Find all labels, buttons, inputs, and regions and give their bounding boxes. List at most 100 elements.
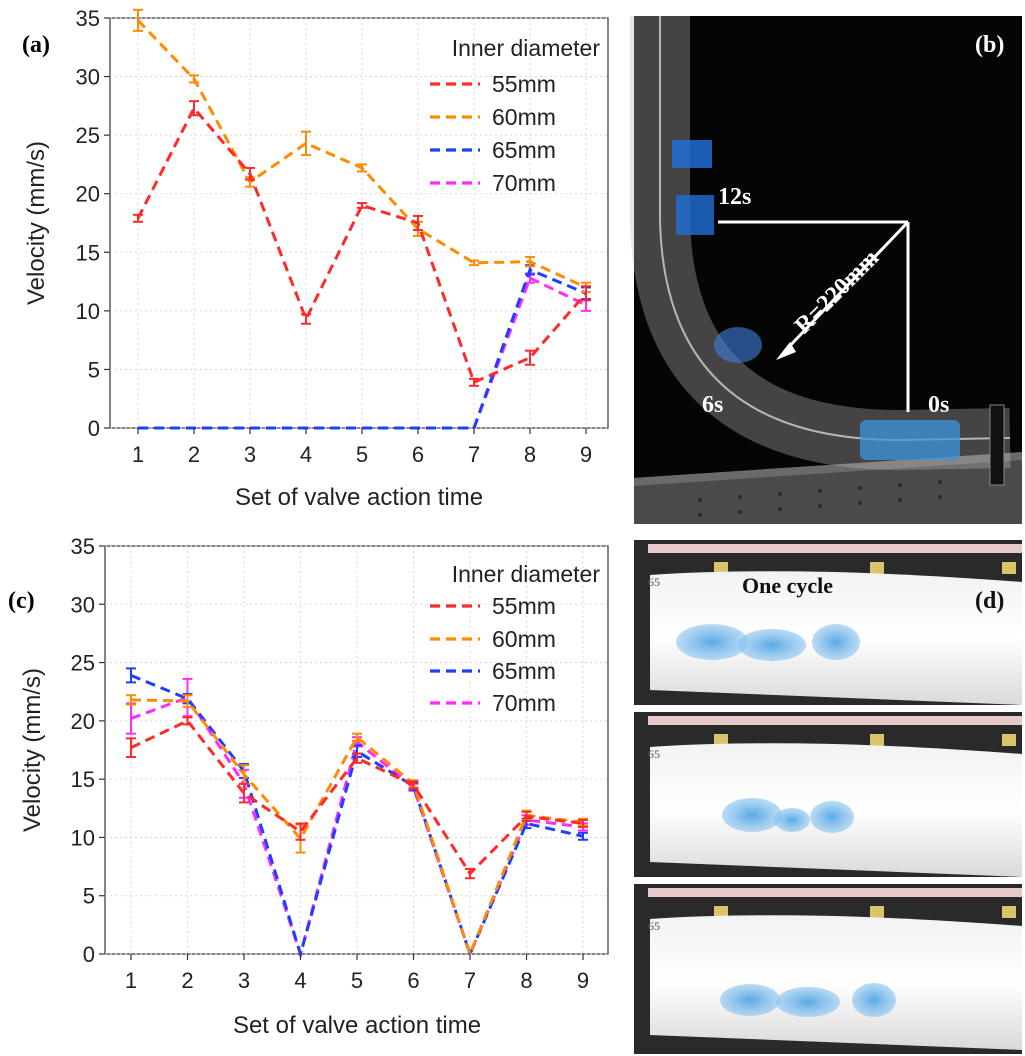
radius-arrowhead	[776, 342, 796, 360]
error-bar-55mm	[189, 100, 199, 117]
x-tick-label: 4	[300, 442, 312, 467]
error-bar-55mm	[469, 377, 479, 387]
x-tick-label: 3	[244, 442, 256, 467]
y-tick-label: 20	[71, 709, 95, 734]
legend-entry-60mm-a: 60mm	[492, 104, 556, 130]
strip-mark: 65	[648, 919, 660, 933]
error-bar-65mm	[578, 831, 588, 841]
photo-b-tube: R=220mm 12s 6s 0s (b)	[630, 16, 1022, 524]
panel-label-a: (a)	[22, 32, 50, 58]
panel-label-b: (b)	[975, 32, 1004, 58]
error-bar-55mm	[408, 780, 419, 790]
x-axis-label-c: Set of valve action time	[233, 1012, 481, 1039]
y-axis-label-a: Velocity (mm/s)	[23, 141, 50, 305]
error-bar-65mm	[126, 667, 136, 684]
x-tick-label: 7	[468, 442, 480, 467]
robot-blob	[812, 624, 860, 660]
robot-blob	[720, 984, 780, 1016]
error-bar-55mm	[465, 867, 475, 880]
robot-blob	[776, 987, 840, 1017]
x-tick-label: 7	[464, 968, 476, 993]
robot-blob	[852, 983, 896, 1017]
y-tick-label: 15	[76, 240, 100, 265]
panel-label-d: (d)	[975, 588, 1004, 614]
ruler	[648, 716, 1022, 725]
strip-photo-1: 65 One cycle (d)	[634, 540, 1022, 705]
tick-labels-a: 0 5 10 15 20 25 30 35 1 2 3 4 5 6 7 8 9	[76, 6, 593, 467]
robot-segment	[860, 420, 960, 460]
y-tick-label: 35	[76, 6, 100, 31]
legend-entry-60mm-c: 60mm	[492, 626, 556, 652]
y-tick-label: 5	[88, 357, 100, 382]
ruler	[648, 888, 1022, 897]
series-line-55mm	[130, 718, 584, 876]
x-axis-label-a: Set of valve action time	[235, 484, 483, 511]
legend-entry-55mm-a: 55mm	[492, 71, 556, 97]
error-bar-55mm	[245, 166, 255, 181]
legend-title-a: Inner diameter	[452, 35, 601, 61]
legend-entry-65mm-a: 65mm	[492, 137, 556, 163]
error-bar-60mm	[469, 259, 479, 267]
x-tick-label: 8	[524, 442, 536, 467]
one-cycle-caption: One cycle	[742, 573, 833, 598]
robot-blob	[722, 798, 782, 832]
x-tick-label: 3	[238, 968, 250, 993]
photo-d-strips: 65 One cycle (d) 65	[634, 540, 1022, 1054]
legend-title-c: Inner diameter	[452, 561, 601, 587]
clip	[870, 562, 884, 574]
legend-a: Inner diameter 55mm 60mm 65mm 70mm	[430, 35, 600, 196]
error-bar-55mm	[521, 810, 532, 823]
error-bar-55mm	[301, 313, 311, 325]
error-bar-60mm	[357, 163, 367, 173]
y-tick-label: 0	[88, 416, 100, 441]
error-bar-55mm	[352, 752, 362, 764]
error-bar-60mm	[352, 732, 362, 742]
robot-blob	[738, 629, 806, 661]
tube-clamp	[989, 404, 1005, 486]
error-bar-60mm	[182, 694, 193, 708]
clip	[870, 906, 884, 918]
clip	[714, 906, 728, 918]
radius-arrow	[782, 220, 910, 354]
error-bar-55mm	[357, 202, 367, 209]
clip	[714, 734, 728, 746]
strip-photo-2: 65	[634, 712, 1022, 877]
time-label-12s: 12s	[718, 184, 751, 210]
x-tick-label: 8	[520, 968, 532, 993]
strip-photo-3: 65	[634, 884, 1022, 1054]
y-tick-label: 10	[71, 825, 95, 850]
y-tick-label: 15	[71, 767, 95, 792]
x-tick-label: 5	[351, 968, 363, 993]
robot-segment	[672, 140, 712, 168]
legend-entry-55mm-c: 55mm	[492, 593, 556, 619]
y-tick-label: 25	[76, 123, 100, 148]
error-bar-55mm	[133, 213, 143, 223]
error-bar-55mm	[126, 737, 136, 758]
robot-blob	[676, 624, 748, 660]
y-tick-label: 10	[76, 299, 100, 324]
error-bar-60mm	[126, 694, 136, 706]
error-bar-55mm	[525, 349, 535, 366]
error-bar-55mm	[182, 716, 193, 726]
optical-table	[634, 452, 1022, 524]
error-bar-60mm	[525, 255, 535, 268]
error-bar-60mm	[301, 130, 311, 157]
robot-segment	[714, 327, 762, 363]
y-tick-label: 25	[71, 651, 95, 676]
time-label-6s: 6s	[702, 392, 723, 418]
robot-segment	[676, 195, 714, 235]
y-tick-label: 20	[76, 182, 100, 207]
strip-mark: 65	[648, 575, 660, 589]
robot-blob	[810, 801, 854, 833]
legend-entry-70mm-a: 70mm	[492, 170, 556, 196]
error-bar-55mm	[413, 214, 423, 232]
legend-entry-70mm-c: 70mm	[492, 690, 556, 716]
x-tick-label: 2	[188, 442, 200, 467]
legend-entry-65mm-c: 65mm	[492, 658, 556, 684]
chart-a: 0 5 10 15 20 25 30 35 1 2 3 4 5 6 7 8 9 (a) Set of valve…	[22, 6, 609, 511]
clip	[1002, 734, 1016, 746]
error-bar-55mm	[295, 822, 306, 841]
table-holes	[698, 480, 942, 517]
clip	[1002, 906, 1016, 918]
